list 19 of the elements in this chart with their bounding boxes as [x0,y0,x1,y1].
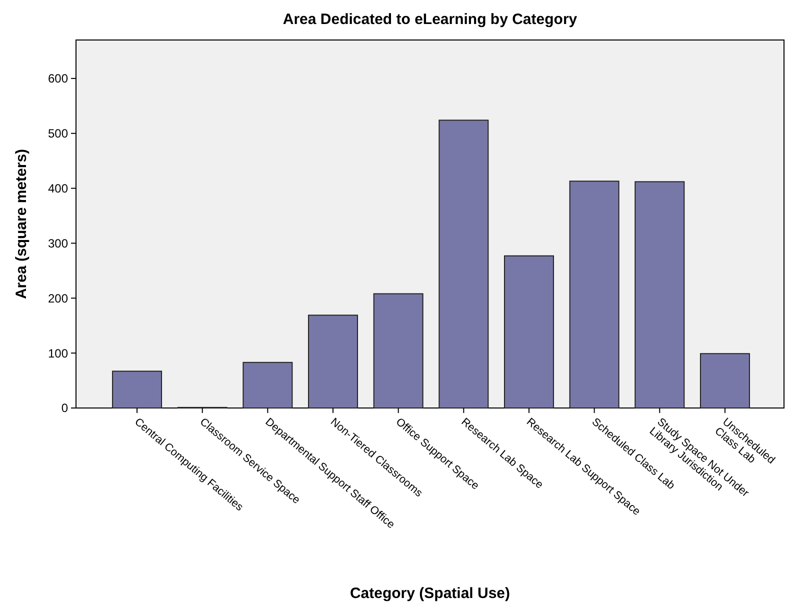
bar [634,181,685,408]
y-tick-label: 300 [48,236,68,250]
bar [373,293,424,408]
bar [242,362,293,408]
y-tick-label: 0 [61,401,68,416]
chart-title: Area Dedicated to eLearning by Category [282,11,578,28]
bar [700,353,750,408]
y-tick-label: 600 [48,72,68,86]
y-tick-label: 100 [48,346,68,360]
bar [504,255,554,408]
y-tick-label: 400 [48,182,68,196]
y-axis-title: Area (square meters) [13,148,30,300]
bar [438,120,489,408]
x-axis-title: Category (Spatial Use) [350,585,510,602]
bar [569,180,620,408]
y-tick-label: 500 [48,126,68,141]
bar [112,370,162,408]
y-tick-label: 200 [48,291,68,306]
bar [308,314,358,408]
